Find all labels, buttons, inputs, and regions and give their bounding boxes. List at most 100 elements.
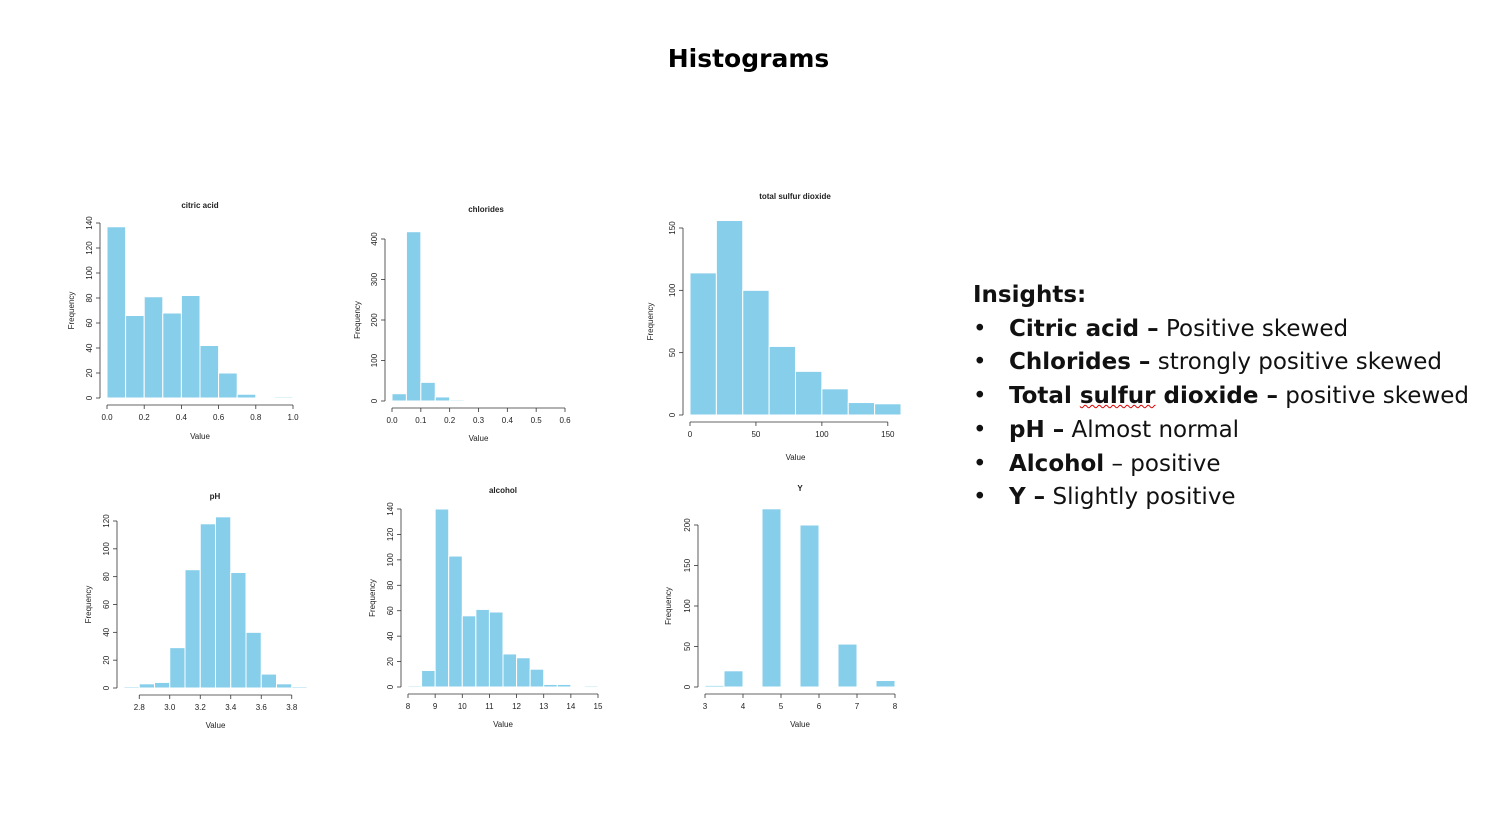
y-tick-label: 50 — [683, 642, 692, 651]
bullet: • — [973, 416, 987, 443]
histogram-bar — [449, 399, 465, 402]
histogram-bar — [761, 508, 782, 688]
insight-item-alcohol: • Alcohol – positive — [973, 448, 1469, 482]
y-tick-label: 0 — [668, 412, 677, 417]
y-tick-label: 80 — [386, 580, 395, 589]
insight-item-ph: • pH – Almost normal — [973, 414, 1469, 448]
histogram-bar — [874, 403, 902, 416]
histogram-bar — [448, 555, 463, 688]
y-tick-label: 60 — [102, 600, 111, 609]
y-tick-label: 100 — [386, 553, 395, 567]
insight-text: positive skewed — [1277, 383, 1469, 410]
histogram-bar — [291, 686, 308, 689]
x-tick-label: 8 — [893, 702, 898, 711]
histogram-bar — [407, 685, 423, 688]
insight-text: Positive skewed — [1158, 315, 1349, 342]
histogram-bar — [799, 524, 820, 688]
bullet: • — [973, 484, 987, 511]
x-tick-label: 0.0 — [101, 413, 113, 422]
bullet: • — [973, 383, 987, 410]
insight-term: Chlorides – — [1009, 349, 1151, 376]
y-axis-label: Frequency — [353, 301, 362, 339]
histogram-bar — [434, 396, 451, 402]
histogram-bar — [273, 396, 294, 399]
x-tick-label: 0.4 — [176, 413, 188, 422]
x-tick-label: 12 — [512, 702, 521, 711]
y-tick-label: 0 — [85, 395, 94, 400]
y-tick-label: 80 — [102, 572, 111, 581]
histogram-bar — [689, 272, 717, 416]
histogram-bar — [106, 226, 127, 399]
histogram-bar — [125, 315, 145, 399]
histogram-bar — [795, 370, 823, 416]
x-tick-label: 1.0 — [287, 413, 299, 422]
y-tick-label: 400 — [370, 232, 379, 246]
insight-term: Total — [1009, 383, 1080, 410]
x-tick-label: 3.4 — [225, 703, 237, 712]
x-tick-label: 0.6 — [213, 413, 225, 422]
chart-title: total sulfur dioxide — [759, 192, 831, 201]
histogram-bar — [847, 402, 876, 416]
histogram-bar — [715, 220, 744, 416]
x-tick-label: 0.8 — [250, 413, 262, 422]
histogram-bar — [215, 516, 232, 689]
y-tick-label: 50 — [668, 348, 677, 357]
y-tick-label: 40 — [386, 631, 395, 640]
x-tick-label: 2.8 — [134, 703, 146, 712]
x-tick-label: 0.2 — [444, 416, 456, 425]
x-tick-label: 0.6 — [559, 416, 571, 425]
x-tick-label: 50 — [751, 430, 760, 439]
chart-title: alcohol — [489, 486, 517, 495]
insight-term: Alcohol — [1009, 450, 1105, 477]
x-tick-label: 13 — [539, 702, 548, 711]
y-tick-label: 60 — [85, 318, 94, 327]
histogram-bar — [488, 611, 504, 688]
chart-title: chlorides — [468, 205, 504, 214]
insight-item-citric-acid: • Citric acid – Positive skewed — [973, 313, 1469, 347]
histogram-ph: 2.8 3.0 3.2 3.4 3.6 3.8 0 20 40 60 80 100 120 pH Value… — [84, 492, 308, 730]
histogram-bar — [245, 631, 262, 689]
x-tick-label: 100 — [815, 430, 829, 439]
histogram-bar — [475, 608, 490, 688]
insights-list: • Citric acid – Positive skewed • Chloride… — [973, 313, 1469, 515]
y-tick-label: 200 — [370, 313, 379, 327]
histogram-bar — [583, 685, 599, 688]
insights-panel: Insights: • Citric acid – Positive skewed… — [973, 279, 1469, 515]
insight-text: Slightly positive — [1045, 484, 1236, 511]
histogram-bar — [123, 686, 140, 689]
y-tick-label: 150 — [683, 558, 692, 572]
y-tick-label: 300 — [370, 272, 379, 286]
x-tick-label: 7 — [855, 702, 860, 711]
histogram-bar — [162, 312, 182, 399]
histogram-bar — [169, 647, 186, 689]
y-tick-label: 60 — [386, 606, 395, 615]
chart-title: citric acid — [181, 201, 218, 210]
histogram-bar — [529, 668, 545, 688]
y-tick-label: 20 — [386, 657, 395, 666]
x-axis-label: Value — [469, 434, 489, 443]
y-tick-label: 40 — [102, 627, 111, 636]
histogram-bar — [180, 295, 201, 399]
insight-term: pH – — [1009, 416, 1065, 443]
x-tick-label: 0.1 — [415, 416, 427, 425]
histogram-bar — [704, 684, 725, 688]
histogram-bar — [420, 381, 436, 402]
y-axis-label: Frequency — [368, 579, 377, 617]
histogram-bar — [138, 683, 155, 689]
y-tick-label: 0 — [102, 685, 111, 690]
chart-title: pH — [210, 492, 221, 501]
x-axis-label: Value — [493, 720, 513, 729]
histogram-bar — [260, 673, 277, 689]
x-tick-label: 15 — [594, 702, 603, 711]
histogram-bar — [218, 372, 238, 399]
x-tick-label: 9 — [433, 702, 438, 711]
y-tick-label: 40 — [85, 343, 94, 352]
histogram-total-sulfur-dioxide: 0 50 100 150 0 50 100 150 total sulfur dioxide Va… — [646, 192, 902, 462]
histogram-bar — [875, 680, 896, 688]
histogram-bar — [723, 670, 744, 688]
x-tick-label: 3.0 — [164, 703, 176, 712]
y-tick-label: 140 — [386, 502, 395, 516]
spellcheck-flagged-word: sulfur — [1079, 383, 1156, 410]
insight-item-y: • Y – Slightly positive — [973, 481, 1469, 515]
y-tick-label: 20 — [85, 368, 94, 377]
